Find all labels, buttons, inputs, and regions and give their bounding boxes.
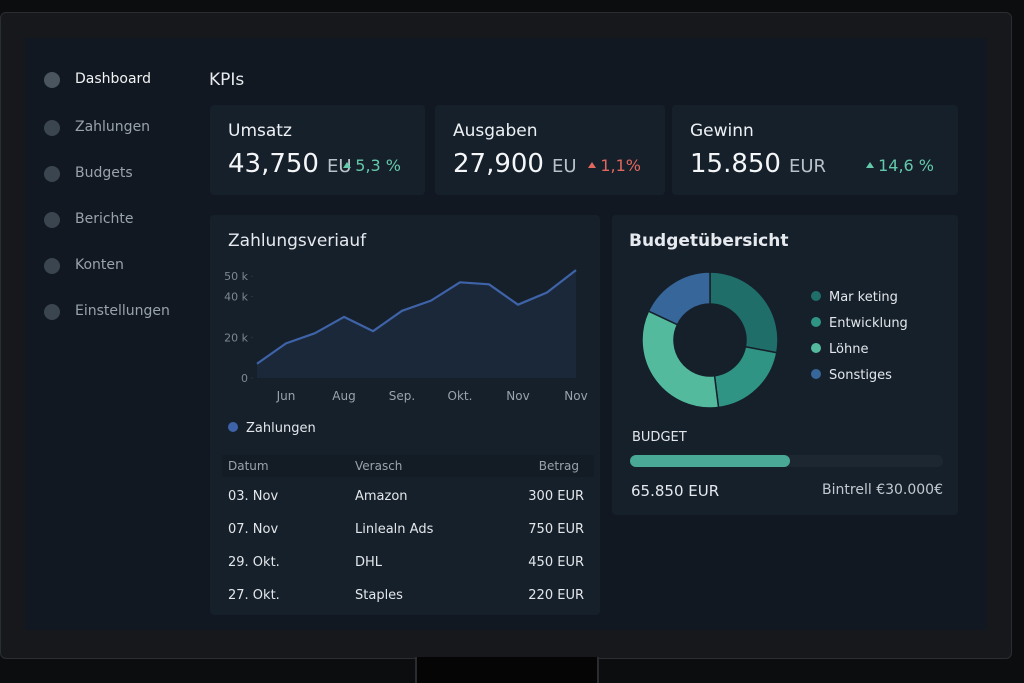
progress-track [630,455,943,467]
panel-title: Budgetübersicht [629,231,789,251]
donut-segment [647,271,711,326]
change-text: 5,3 % [355,156,401,175]
budget-note: Bintrell €30.000€ [822,482,943,498]
table-cell: 27. Okt. [228,588,280,603]
line-series [256,269,577,365]
legend-label: Löhne [829,342,868,357]
nav-item: Berichte [75,211,134,227]
line-chart: 0 20 k 40 k 50 k Jun Aug Sep. Okt. Nov Nov Zahlung… [224,269,588,436]
kpi-value: 27,900 EU [453,149,577,179]
table-cell: Amazon [355,489,408,504]
trend-arrow [866,162,875,168]
kpi-card [210,105,425,195]
nav-icon [44,72,60,88]
kpi-number: 27,900 [453,149,544,179]
x-tick-label: Aug [332,389,355,403]
kpi-label: Ausgaben [453,121,538,141]
column-header: Verasch [355,459,403,473]
table-cell: 300 EUR [528,489,584,504]
budget-label: BUDGET [632,430,687,445]
nav-icon [44,166,60,182]
nav-icon [44,212,60,228]
nav-icon [44,120,60,136]
column-header: Datum [228,459,269,473]
x-tick-label: Nov [506,389,529,403]
y-tick-label: 0 [241,372,248,385]
kpi-unit: EU [551,156,577,177]
legend-swatch [811,369,821,379]
kpi-number: 15.850 [690,149,781,179]
kpi-value: 15.850 EUR [690,149,826,179]
legend-swatch [228,422,238,432]
kpi-unit: EU [326,156,352,177]
kpi-change: 5,3 % [343,156,401,175]
monitor-stand [415,657,599,683]
x-tick-label: Sep. [389,389,415,403]
kpi-card [672,105,958,195]
y-tick-label: 50 k [224,270,248,283]
table-cell: 220 EUR [528,588,584,603]
payments-panel [210,215,600,615]
legend-swatch [811,343,821,353]
change-text: 14,6 % [878,156,934,175]
table-cell: 450 EUR [528,555,584,570]
table-cell: DHL [355,555,383,570]
x-tick-label: Jun [276,389,296,403]
nav-item: Einstellungen [75,303,170,319]
kpi-value: 43,750 EU [228,149,352,179]
kpi-number: 43,750 [228,149,319,179]
trend-arrow [343,162,352,168]
trend-arrow [588,162,597,168]
legend-label: Zahlungen [246,421,316,436]
budget-amount: 65.850 EUR [631,482,720,500]
legend-label: Mar keting [829,290,898,305]
legend-label: Sonstiges [829,368,892,383]
table-cell: 07. Nov [228,522,279,537]
donut-segment [713,345,778,409]
legend-swatch [811,317,821,327]
nav-icon [44,258,60,274]
table-cell: Staples [355,588,403,603]
y-tick-label: 40 k [224,291,248,304]
panel-title: Zahlungsveriauf [228,231,367,251]
legend-swatch [811,291,821,301]
legend-label: Entwicklung [829,316,908,331]
header-title: KPIs [209,70,245,90]
kpi-unit: EUR [788,156,827,177]
donut-chart: Mar keting Entwicklung Löhne Sonstiges [641,271,908,409]
kpi-change: 14,6 % [866,156,934,175]
kpi-label: Umsatz [228,121,292,141]
donut-segment [641,310,720,409]
column-header: Betrag [538,459,579,473]
nav-item: Dashboard [75,71,151,87]
line-area [257,270,576,378]
kpi-card [435,105,665,195]
table-cell: 750 EUR [528,522,584,537]
table-cell: Linlealn Ads [355,522,434,537]
table-header-bg [222,455,594,477]
nav-icon [44,304,60,320]
table-cell: 29. Okt. [228,555,280,570]
nav-item: Budgets [75,165,133,181]
progress-fill [630,455,790,467]
nav-item: Zahlungen [75,119,151,135]
table-cell: 03. Nov [228,489,279,504]
kpi-label: Gewinn [690,121,754,141]
x-tick-label: Okt. [448,389,473,403]
nav-item: Konten [75,257,124,273]
change-text: 1,1% [600,156,641,175]
donut-segment [709,271,779,354]
kpi-change: 1,1% [588,156,641,175]
x-tick-label: Nov [564,389,587,403]
y-tick-label: 20 k [224,331,248,344]
